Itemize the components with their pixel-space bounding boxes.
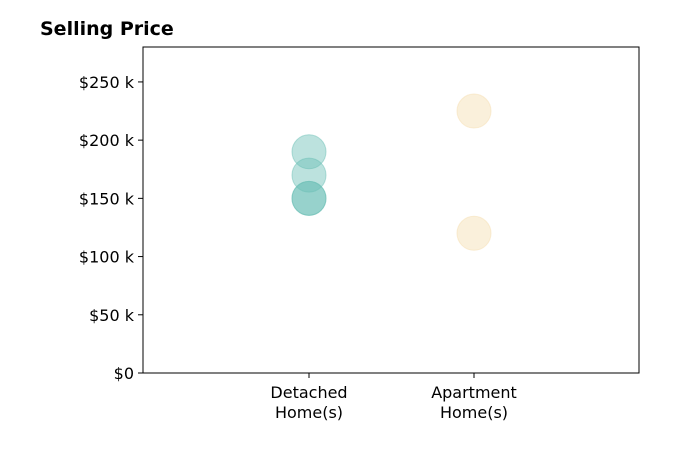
x-tick-label: Home(s) [275, 403, 343, 422]
plot-area-frame [142, 46, 640, 374]
data-point [456, 215, 492, 251]
y-axis: $0 $50 k $100 k $150 k $200 k $250 k [79, 73, 143, 383]
y-tick-label: $200 k [79, 131, 135, 150]
y-tick-label: $100 k [79, 248, 135, 267]
data-points [291, 93, 492, 251]
data-point [291, 180, 327, 216]
x-tick-label: Apartment [431, 383, 517, 402]
x-tick-label: Home(s) [440, 403, 508, 422]
x-tick-label: Detached [270, 383, 347, 402]
data-point [456, 93, 492, 129]
y-tick-label: $50 k [89, 306, 135, 325]
y-tick-label: $0 [114, 364, 134, 383]
y-tick-label: $150 k [79, 189, 135, 208]
y-tick-label: $250 k [79, 73, 135, 92]
chart-title: Selling Price [40, 18, 174, 40]
